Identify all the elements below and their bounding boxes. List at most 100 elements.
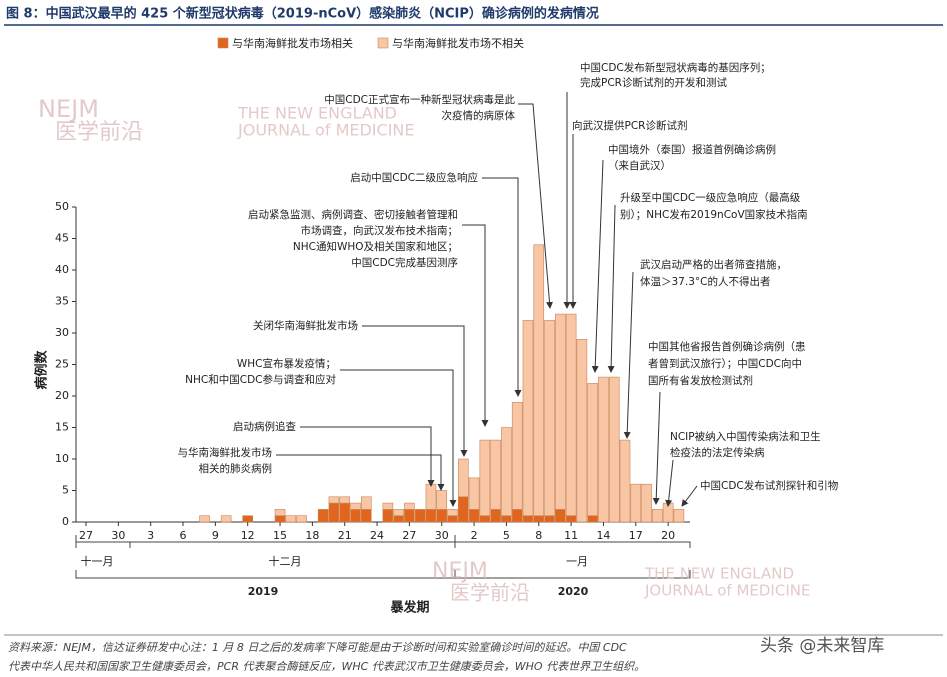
period-brackets [75, 535, 691, 579]
bar-segment [457, 458, 469, 498]
bar-segment [619, 439, 631, 523]
bar-segment [274, 515, 286, 523]
bar-segment [199, 515, 210, 523]
bar-segment [490, 439, 501, 510]
watermark: 医学前沿 [55, 120, 143, 145]
y-tick-label: 30 [55, 326, 69, 339]
annotation-arrow [300, 426, 435, 487]
bar-segment [468, 509, 480, 523]
bar-segment [501, 515, 512, 523]
bar-segment [673, 509, 685, 523]
annotation: 启动病例追查 [233, 420, 296, 433]
bar-segment [587, 383, 598, 516]
y-tick-label: 10 [55, 452, 69, 465]
bar-segment [350, 502, 361, 510]
legend-swatch [377, 37, 389, 49]
x-tick-label: 20 [661, 529, 675, 542]
annotation-arrow [665, 459, 674, 507]
bar-segment [425, 509, 437, 523]
annotation: 武汉启动严格的出者筛查措施， [640, 258, 787, 271]
bracket [75, 570, 691, 579]
year-label: 2019 [248, 585, 279, 598]
bar-segment [274, 509, 286, 516]
bar-segment [425, 483, 437, 510]
watermark: 头条 @未来智库 [760, 636, 884, 656]
footnote: 资料来源：NEJM，信达证券研发中心注：1 月 8 日之后的发病率下降可能是由于… [8, 641, 627, 654]
annotation: 启动中国CDC二级应急响应 [350, 171, 478, 184]
annotation: 中国CDC发布新型冠状病毒的基因序列； [580, 61, 771, 74]
annotation-arrow [482, 177, 522, 397]
annotation: WHC宣布暴发疫情； [237, 357, 336, 370]
bar-segment [457, 496, 469, 523]
watermark: NEJM [432, 559, 488, 584]
month-label: 一月 [566, 555, 588, 568]
x-tick-label: 8 [535, 529, 542, 542]
annotation: 中国其他省报告首例确诊病例（患 [648, 340, 806, 353]
bar-segment [242, 515, 253, 523]
year-label: 2020 [558, 585, 589, 598]
bar-segment [555, 509, 566, 523]
annotation: 与华南海鲜批发市场 [178, 446, 273, 459]
annotation-arrow [362, 325, 468, 457]
bar-segment [393, 515, 404, 523]
x-tick-label: 5 [503, 529, 510, 542]
legend-label: 与华南海鲜批发市场不相关 [392, 36, 524, 50]
annotation: NCIP被纳入中国传染病法和卫生 [670, 430, 821, 443]
bar-segment [447, 509, 458, 516]
x-tick-label: 27 [402, 529, 416, 542]
annotation-arrow [462, 224, 489, 427]
bar-segment [490, 509, 501, 523]
bar-segment [598, 376, 609, 523]
bar-segment [522, 515, 534, 523]
y-tick-label: 0 [62, 515, 69, 528]
footnote: 代表中华人民共和国国家卫生健康委员会，PCR 代表聚合酶链反应，WHC 代表武汉… [8, 660, 645, 673]
x-tick-label: 2 [471, 529, 478, 542]
bar-segment [360, 509, 372, 523]
bar-segment [404, 509, 415, 523]
annotation: （来自武汉） [608, 159, 671, 172]
bar-segment [608, 376, 620, 523]
bar-segment [382, 509, 394, 523]
bar-segment [317, 509, 329, 523]
bar-segment [544, 515, 555, 523]
y-tick-label: 15 [55, 421, 69, 434]
bar-segment [533, 244, 545, 516]
bar-segment [479, 439, 491, 517]
annotation: 者曾到武汉旅行）；中国CDC向中 [648, 357, 802, 370]
annotation: 升级至中国CDC一级应急响应（最高级 [620, 191, 801, 204]
x-tick-label: 21 [338, 529, 352, 542]
y-tick-label: 20 [55, 389, 69, 402]
annotation-arrow [518, 103, 553, 309]
bar-segment [587, 515, 598, 523]
annotation: NHC和中国CDC参与调查和应对 [185, 373, 336, 386]
watermark: THE NEW ENGLAND [237, 104, 397, 123]
bar-segment [641, 483, 652, 523]
bar-segment [285, 515, 297, 523]
bar-segment [501, 427, 512, 516]
bar-segment [393, 509, 404, 516]
bar-segment [339, 496, 351, 504]
annotation: 市场调查，向武汉发布技术指南； [301, 224, 459, 237]
bar-segment [296, 515, 307, 523]
bar-segment [220, 515, 232, 523]
bar-segment [652, 509, 663, 523]
bar-segment [360, 496, 372, 510]
y-tick-label: 35 [55, 295, 69, 308]
chart-title: 图 8：中国武汉最早的 425 个新型冠状病毒（2019-nCoV）感染肺炎（N… [6, 6, 599, 22]
bar-segment [576, 338, 588, 523]
month-label: 十一月 [81, 554, 114, 568]
annotation: 关闭华南海鲜批发市场 [253, 319, 358, 332]
watermark: JOURNAL of MEDICINE [237, 121, 414, 140]
annotation-arrow [623, 271, 634, 439]
annotation: 中国境外（泰国）报道首例确诊病例 [608, 143, 776, 156]
annotation: 中国CDC完成基因测序 [351, 256, 458, 269]
x-tick-label: 11 [564, 529, 578, 542]
watermark: 医学前沿 [450, 581, 530, 605]
annotation: 国所有省发放检测试剂 [648, 374, 753, 387]
legend-label: 与华南海鲜批发市场相关 [232, 36, 353, 50]
watermark: NEJM [38, 95, 99, 123]
y-axis-label: 病例数 [34, 350, 50, 390]
bar-segment [339, 502, 351, 523]
